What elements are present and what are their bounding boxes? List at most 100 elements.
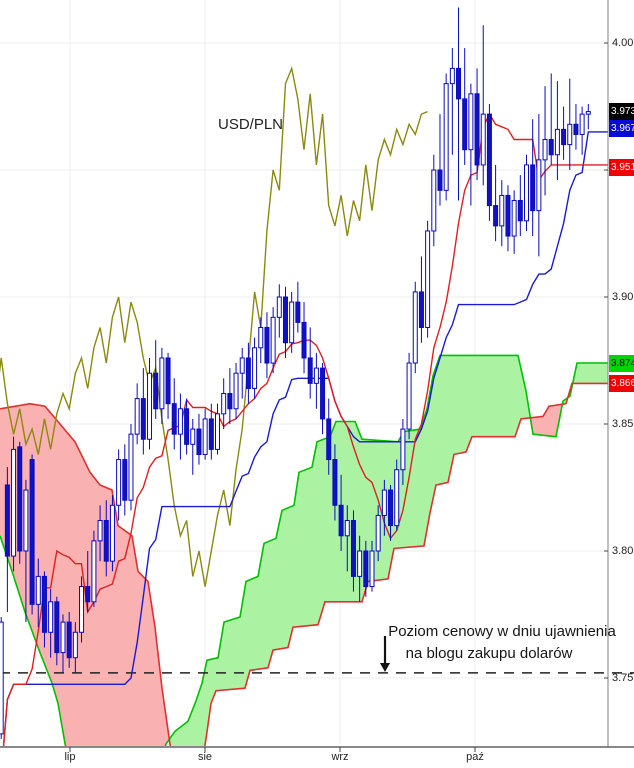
candle-body <box>443 83 449 191</box>
y-axis-label: 3.75 <box>612 671 634 684</box>
candle-body <box>140 398 146 440</box>
candle-body <box>326 418 332 461</box>
candle-body <box>97 520 103 542</box>
candle-body <box>60 621 66 654</box>
candle-body <box>215 413 220 450</box>
tenkan-sen-line <box>2 112 608 746</box>
candle-body <box>276 296 282 318</box>
candle-body <box>338 504 344 537</box>
candle-body <box>221 393 227 415</box>
candle-body <box>474 93 480 166</box>
candle-body <box>289 301 295 344</box>
annotation-line2: na blogu zakupu dolarów <box>405 645 573 662</box>
candle-body <box>412 291 418 364</box>
y-axis-label: 3.90 <box>612 290 634 303</box>
price-tag: 3.951 <box>609 158 634 176</box>
candle-body <box>493 205 499 227</box>
candle-body <box>85 586 91 603</box>
candle-body <box>54 601 60 654</box>
candle-body <box>0 621 4 735</box>
candle-body <box>122 459 128 501</box>
candle-body <box>41 575 47 633</box>
candle-body <box>48 601 54 633</box>
candle-body <box>29 459 35 605</box>
candle-body <box>363 550 369 588</box>
x-axis-label: lip <box>64 751 76 763</box>
candle-body <box>4 484 10 557</box>
candle-body <box>11 448 17 557</box>
candle-body <box>561 128 567 146</box>
chikou-span-line <box>0 65 428 587</box>
candle-body <box>418 291 424 328</box>
candle-body <box>388 489 394 527</box>
candle-body <box>548 139 554 156</box>
candle-body <box>227 393 233 410</box>
candle-body <box>134 398 140 435</box>
candle-body <box>66 621 72 659</box>
candle-body <box>579 113 585 135</box>
price-tag: 3.874 <box>609 354 634 372</box>
candlestick-series <box>0 7 591 739</box>
candle-body <box>177 408 183 435</box>
candle-body <box>400 428 406 471</box>
candle-body <box>585 111 591 115</box>
candle-body <box>394 469 400 527</box>
candle-body <box>147 372 153 440</box>
candle-body <box>486 113 492 207</box>
x-axis-label: paź <box>466 751 484 763</box>
x-axis-label: sie <box>197 751 213 763</box>
candle-body <box>567 123 573 146</box>
annotation-line1: Poziom cenowy w dniu ujawnienia <box>388 623 616 640</box>
candle-body <box>332 459 338 506</box>
candle-body <box>369 550 375 588</box>
candle-body <box>437 169 443 191</box>
y-axis-label: 4.00 <box>612 36 634 49</box>
candle-body <box>239 357 245 374</box>
candle-body <box>406 362 412 430</box>
candle-body <box>505 194 511 237</box>
candle-body <box>202 418 208 455</box>
candle-body <box>258 326 264 349</box>
candle-body <box>511 199 517 237</box>
candle-body <box>159 357 165 410</box>
candle-body <box>517 199 523 222</box>
candle-body <box>252 347 258 389</box>
y-axis-label: 3.85 <box>612 417 634 430</box>
candle-body <box>320 367 326 420</box>
candle-body <box>530 164 536 212</box>
ichimoku-cloud <box>0 354 608 746</box>
candle-body <box>109 504 115 562</box>
candle-body <box>91 540 97 603</box>
candle-body <box>381 489 387 516</box>
candle-body <box>480 113 486 166</box>
candle-body <box>165 357 171 405</box>
candle-body <box>23 489 29 552</box>
y-axis-label: 3.80 <box>612 544 634 557</box>
candle-body <box>350 520 356 577</box>
candle-body <box>499 194 505 227</box>
candle-body <box>233 372 239 410</box>
candle-body <box>171 403 177 435</box>
candle-body <box>196 428 202 455</box>
x-axis-label: wrz <box>331 751 349 763</box>
candle-body <box>72 631 78 659</box>
candle-body <box>431 169 437 232</box>
candle-body <box>313 367 319 384</box>
candle-body <box>128 433 134 501</box>
price-tag: 3.866 <box>609 374 634 392</box>
candle-body <box>307 357 313 384</box>
candle-body <box>208 418 214 450</box>
candle-body <box>524 164 529 222</box>
price-tag: 3.973 <box>609 103 634 121</box>
candle-body <box>462 98 468 151</box>
down-arrow-icon <box>380 636 390 672</box>
axes <box>0 0 634 752</box>
candle-body <box>542 139 548 161</box>
candle-body <box>536 159 542 212</box>
candle-body <box>468 93 474 151</box>
candle-body <box>301 321 307 359</box>
candle-body <box>35 575 41 605</box>
candle-body <box>357 550 363 577</box>
